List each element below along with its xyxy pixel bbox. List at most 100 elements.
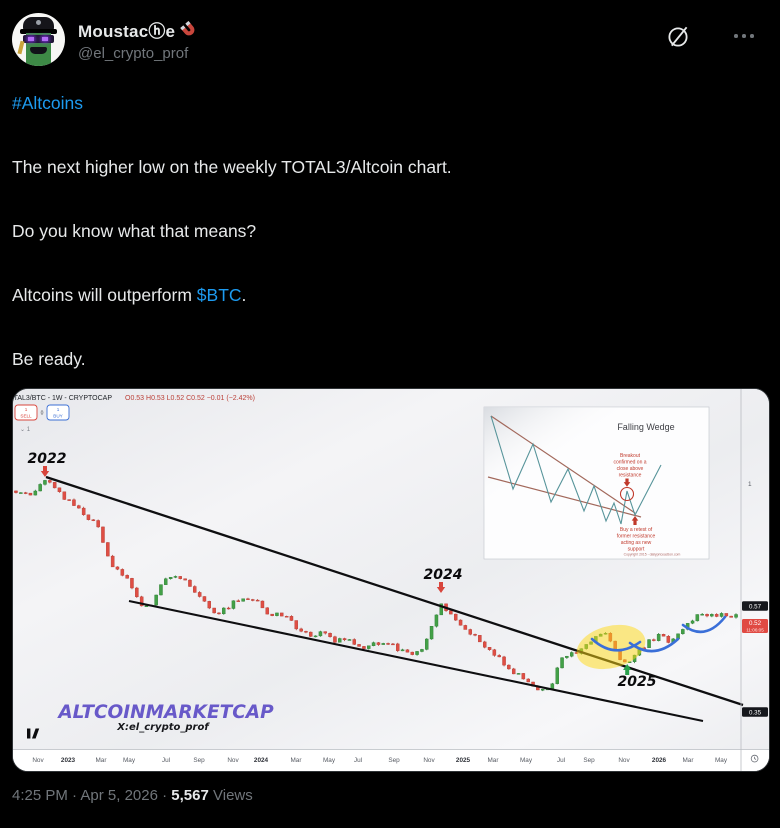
price-badge-value: 0.57 xyxy=(749,603,762,610)
candle xyxy=(236,600,240,602)
tweet-text: #Altcoins The next higher low on the wee… xyxy=(12,92,768,412)
candle xyxy=(284,615,289,618)
buy-qty: 1 xyxy=(57,407,60,412)
candle xyxy=(23,492,28,494)
candle xyxy=(91,519,96,521)
candle xyxy=(125,575,129,579)
price-badge xyxy=(742,601,768,611)
time-axis-label: Sep xyxy=(583,757,595,764)
more-button[interactable] xyxy=(730,30,758,42)
candle xyxy=(52,482,57,489)
magnet-emoji-icon xyxy=(180,20,195,35)
candle xyxy=(28,492,33,496)
inset-buy-note: Buy a retest of xyxy=(620,527,653,533)
candle xyxy=(342,638,347,640)
candle xyxy=(396,643,400,651)
candle xyxy=(570,652,574,657)
lower-trendline xyxy=(128,599,704,723)
buy-button[interactable]: 1 BUY xyxy=(46,404,70,421)
time-axis-label: Mar xyxy=(290,757,302,764)
avatar[interactable] xyxy=(12,13,65,66)
inset-title: Falling Wedge xyxy=(617,422,674,432)
hashtag-link[interactable]: #Altcoins xyxy=(12,93,84,113)
author-name[interactable]: Moustacⓗe xyxy=(78,22,176,41)
falling-wedge-inset: Falling Wedge Breakout confirmed on a cl… xyxy=(483,406,710,560)
separator-dot: · xyxy=(162,787,168,804)
tradingview-logo[interactable] xyxy=(27,728,40,739)
candle xyxy=(541,689,545,691)
object-tree-toggle[interactable]: ⌄ 1 xyxy=(20,427,31,433)
candle xyxy=(410,651,415,655)
time-axis-label: 2025 xyxy=(456,757,471,764)
time-axis-label: Jul xyxy=(354,757,362,764)
candle xyxy=(96,520,100,528)
candle xyxy=(371,642,376,647)
candle xyxy=(415,651,419,655)
candle xyxy=(241,598,245,602)
inset-copyright: Copyright 2015 - dailypriceaction.com xyxy=(624,553,681,557)
candle xyxy=(304,631,308,633)
inset-breakout-note: close above xyxy=(617,466,644,472)
tweet-line: Do you know what that means? xyxy=(12,221,257,241)
inset-breakout-note: Breakout xyxy=(620,453,641,459)
candle xyxy=(173,576,178,578)
time-axis-label: 2026 xyxy=(652,757,667,764)
candle xyxy=(652,639,656,641)
views-label: Views xyxy=(213,787,253,804)
tweet-line: Be ready. xyxy=(12,349,86,369)
candle xyxy=(57,487,62,493)
candle xyxy=(439,603,444,616)
grok-button[interactable] xyxy=(664,23,692,51)
tweet-line-text: . xyxy=(241,285,247,305)
candle xyxy=(48,480,52,483)
candle xyxy=(139,596,144,607)
candle xyxy=(101,526,105,543)
candle xyxy=(497,655,502,658)
candle xyxy=(333,636,337,643)
time-axis-label: Nov xyxy=(227,757,239,764)
candle xyxy=(110,555,115,568)
candle xyxy=(86,514,91,520)
tweet-line: The next higher low on the weekly TOTAL3… xyxy=(12,157,452,177)
candle xyxy=(188,579,192,587)
time-axis-label: 2024 xyxy=(254,757,269,764)
candle xyxy=(130,578,134,589)
time-axis-label: May xyxy=(123,757,136,764)
inset-arrow-up-icon xyxy=(631,516,639,525)
candle xyxy=(376,642,381,645)
candle xyxy=(347,639,352,641)
inset-sheen xyxy=(484,407,709,559)
candle xyxy=(507,664,511,670)
arrow-up-2025-icon xyxy=(623,664,632,675)
cashtag-link[interactable]: $BTC xyxy=(196,285,242,305)
time-axis-label: May xyxy=(715,757,728,764)
label-2025: 2025 xyxy=(618,674,657,690)
clock-icon[interactable] xyxy=(750,754,759,763)
candle xyxy=(386,643,390,645)
candle xyxy=(420,649,424,652)
chart-image[interactable]: 2022 2024 2025 ALTCOINMARKETCAP X:el_cry… xyxy=(12,388,770,772)
time-axis-label: May xyxy=(323,757,336,764)
time-axis-label: Sep xyxy=(388,757,400,764)
candle xyxy=(357,644,361,647)
candle xyxy=(516,673,521,675)
candle xyxy=(33,490,38,496)
candle xyxy=(425,638,429,650)
candle xyxy=(183,578,187,581)
candle xyxy=(270,613,274,616)
author-handle[interactable]: @el_crypto_prof xyxy=(78,45,189,62)
inset-arrow-down-icon xyxy=(623,478,631,487)
tweet-line-text: Altcoins will outperform xyxy=(12,285,197,305)
sell-button[interactable]: 1 SELL xyxy=(14,404,38,421)
chart-symbol[interactable]: TOTAL3/BTC - 1W - CRYPTOCAP xyxy=(13,395,112,402)
candle xyxy=(62,491,67,500)
watermark-handle: X:el_crypto_prof xyxy=(116,722,210,733)
candle xyxy=(163,578,168,585)
inset-buy-note: support xyxy=(628,547,645,553)
time-axis-label: Nov xyxy=(32,757,44,764)
time-axis[interactable]: Nov 2023 Mar May Jul Sep Nov 2024 Mar May Jul Sep No… xyxy=(32,757,728,764)
dot-icon xyxy=(734,34,738,38)
sell-label: SELL xyxy=(20,414,32,419)
